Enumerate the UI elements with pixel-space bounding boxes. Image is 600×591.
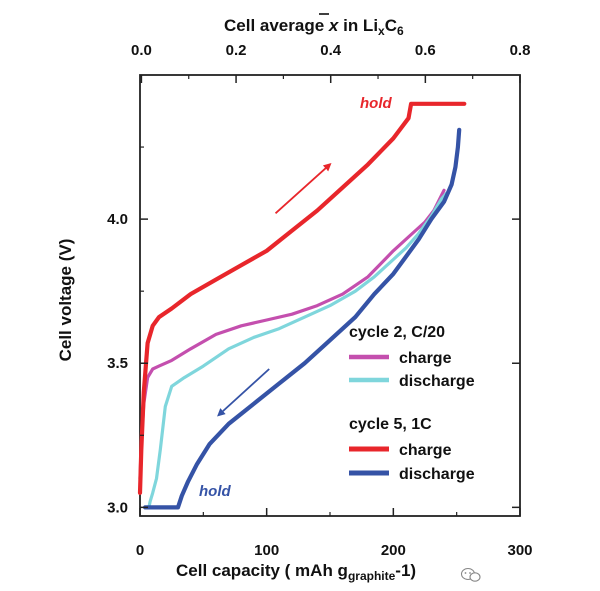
legend: cycle 2, C/20 charge discharge cycle 5, … (349, 324, 475, 483)
x-tick-label: 0 (136, 542, 144, 559)
hold-annotation-red: hold (360, 95, 392, 112)
tick-layer: 0 100 200 300 3.0 3.5 4.0 0.0 0.2 0.4 0.6 0.8 (107, 42, 532, 559)
series-line-c5-discharge (143, 127, 462, 510)
direction-arrow-1 (217, 368, 270, 417)
direction-arrow-0 (274, 163, 332, 215)
x-axis-title: Cell capacity ( mAh ggraphite-1) (176, 561, 416, 583)
top-tick-label: 0.6 (415, 42, 436, 59)
legend-label-c2-charge: charge (399, 350, 452, 367)
y-tick-label: 4.0 (107, 211, 128, 228)
y-axis-title: Cell voltage (V) (56, 239, 75, 362)
legend-label-c2-discharge: discharge (399, 373, 475, 390)
series-line-c2-charge (138, 188, 446, 481)
x-tick-label: 100 (254, 542, 279, 559)
arrow-layer (217, 163, 332, 417)
legend-group-title-cycle2: cycle 2, C/20 (349, 324, 445, 341)
top-tick-label: 0.8 (510, 42, 531, 59)
legend-group-title-cycle5: cycle 5, 1C (349, 416, 432, 433)
plot-frame (139, 74, 521, 517)
top-axis-title: Cell average x in LixC6 (224, 16, 404, 38)
legend-label-c5-charge: charge (399, 442, 452, 459)
legend-label-c5-discharge: discharge (399, 466, 475, 483)
top-tick-label: 0.4 (320, 42, 342, 59)
x-tick-label: 200 (381, 542, 406, 559)
wechat-icon (460, 567, 481, 582)
top-tick-label: 0.0 (131, 42, 152, 59)
top-tick-label: 0.2 (226, 42, 247, 59)
y-tick-label: 3.0 (107, 499, 128, 516)
series-layer (137, 101, 467, 510)
hold-annotation-blue: hold (199, 483, 231, 500)
x-tick-label: 300 (507, 542, 532, 559)
y-tick-label: 3.5 (107, 355, 128, 372)
series-line-c2-discharge (147, 191, 449, 509)
series-line-c5-charge (137, 101, 467, 495)
